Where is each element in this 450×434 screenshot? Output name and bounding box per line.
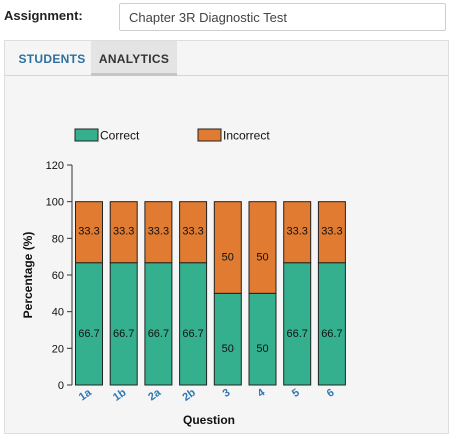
bar-incorrect-3: [213, 201, 242, 294]
y-tick-label: 0: [58, 380, 64, 392]
legend-label-correct: Correct: [100, 129, 140, 143]
x-tick-label-4: 4: [255, 386, 268, 400]
data-label: 33.3: [113, 226, 134, 238]
legend-label-incorrect: Incorrect: [223, 129, 270, 143]
y-tick-label: 20: [52, 343, 64, 355]
bar-correct-1b: [109, 262, 138, 386]
tab-bar: STUDENTS ANALYTICS: [5, 41, 448, 76]
analytics-panel: STUDENTS ANALYTICS Correct Incorrect 0 20 40…: [4, 40, 449, 434]
stacked-bar-chart: Correct Incorrect 0 20 40 60 80 100 120 Percentag…: [21, 128, 346, 427]
x-tick-label-3: 3: [221, 387, 233, 400]
y-tick-label: 40: [52, 307, 64, 319]
bar-incorrect-2b: [179, 201, 208, 264]
data-label: 66.7: [148, 328, 169, 340]
data-label: 33.3: [321, 226, 342, 238]
bar-incorrect-4: [248, 201, 277, 294]
y-axis-label: Percentage (%): [21, 232, 35, 319]
tab-students[interactable]: STUDENTS: [18, 52, 86, 66]
bar-incorrect-1a: [75, 201, 103, 264]
data-label: 33.3: [286, 226, 307, 238]
x-tick-label-2b: 2b: [180, 386, 198, 403]
y-tick-label: 120: [46, 160, 64, 172]
assignment-row: Assignment:: [0, 0, 450, 36]
bar-correct-4: [248, 292, 277, 386]
x-tick-label-5: 5: [290, 387, 302, 400]
x-axis-label: Question: [183, 413, 235, 427]
data-label: 33.3: [148, 226, 169, 238]
data-label: 33.3: [78, 226, 99, 238]
data-label: 50: [222, 343, 234, 355]
data-label: 66.7: [113, 328, 134, 340]
tab-analytics[interactable]: ANALYTICS: [91, 41, 177, 76]
y-tick-label: 100: [46, 197, 64, 209]
bar-correct-1a: [75, 262, 103, 386]
bar-incorrect-1b: [109, 201, 138, 264]
data-label: 50: [222, 252, 234, 264]
data-label: 66.7: [182, 328, 203, 340]
assignment-label: Assignment:: [4, 8, 83, 23]
y-tick-label: 80: [52, 233, 64, 245]
data-label: 66.7: [78, 328, 99, 340]
bar-correct-2a: [144, 262, 173, 386]
bar-incorrect-5: [283, 201, 312, 264]
legend-swatch-correct: [74, 128, 99, 142]
bar-correct-6: [317, 262, 346, 386]
data-label: 66.7: [286, 328, 307, 340]
bar-correct-5: [283, 262, 312, 386]
x-tick-label-6: 6: [325, 387, 337, 400]
data-label: 50: [256, 343, 268, 355]
bar-incorrect-6: [317, 201, 346, 264]
x-tick-label-1a: 1a: [77, 386, 95, 403]
data-label: 33.3: [182, 226, 203, 238]
x-tick-label-2a: 2a: [146, 386, 164, 403]
x-tick-label-1b: 1b: [111, 386, 129, 403]
bar-correct-2b: [179, 262, 208, 386]
data-label: 66.7: [321, 328, 342, 340]
bar-incorrect-2a: [144, 201, 173, 264]
data-label: 50: [256, 252, 268, 264]
assignment-input[interactable]: [119, 3, 446, 31]
legend-swatch-incorrect: [197, 128, 222, 142]
bar-correct-3: [213, 292, 242, 386]
y-tick-label: 60: [52, 270, 64, 282]
